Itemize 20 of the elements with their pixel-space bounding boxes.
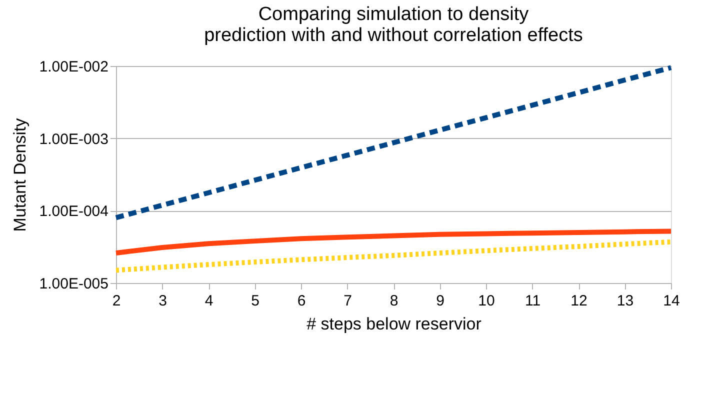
- x-tick-label: 13: [616, 292, 634, 310]
- x-tick-label: 5: [251, 292, 260, 310]
- x-tick-label: 9: [436, 292, 444, 310]
- y-tick-label: 1.00E-002: [39, 58, 108, 76]
- x-tick-label: 2: [112, 292, 121, 310]
- x-tick-label: 3: [158, 292, 167, 310]
- y-axis-title: Mutant Density: [10, 118, 30, 232]
- x-tick-label: 6: [297, 292, 306, 310]
- x-tick-label: 12: [570, 292, 588, 310]
- x-axis-title: # steps below reservior: [306, 314, 482, 334]
- x-tick-label: 11: [524, 292, 541, 310]
- y-tick-label: 1.00E-003: [39, 130, 108, 148]
- x-tick-label: 4: [204, 292, 214, 310]
- chart-title: Comparing simulation to density prediction with and without correlation effects: [204, 4, 583, 46]
- x-tick-label: 8: [390, 292, 398, 310]
- y-tick-label: 1.00E-004: [39, 203, 108, 220]
- x-tick-label: 10: [478, 292, 495, 310]
- x-tick-label: 14: [663, 292, 680, 310]
- x-tick-label: 7: [344, 292, 352, 310]
- y-tick-label: 1.00E-005: [39, 276, 108, 292]
